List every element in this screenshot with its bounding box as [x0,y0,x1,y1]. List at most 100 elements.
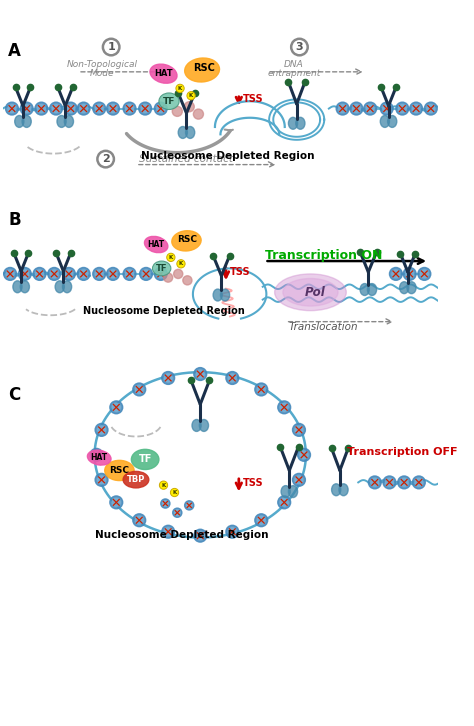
Text: TSS: TSS [229,267,250,277]
Text: entrapment: entrapment [267,69,320,78]
Circle shape [23,105,31,113]
Circle shape [52,105,60,113]
Circle shape [366,105,374,113]
Text: RSC: RSC [177,235,197,245]
Ellipse shape [296,118,305,129]
Circle shape [380,102,393,115]
Circle shape [186,502,192,508]
Circle shape [398,476,410,489]
Text: 2: 2 [102,154,109,164]
Circle shape [109,270,117,278]
Circle shape [418,267,431,280]
Text: TF: TF [163,97,175,106]
Circle shape [163,501,168,506]
Ellipse shape [64,115,73,127]
Circle shape [176,84,184,92]
Text: TBP: TBP [127,475,145,484]
Circle shape [193,109,203,119]
Circle shape [95,423,108,436]
Circle shape [173,508,182,518]
Circle shape [187,91,195,100]
Circle shape [383,476,396,489]
Circle shape [406,270,414,278]
Circle shape [155,102,167,115]
Circle shape [112,498,120,506]
Circle shape [142,270,150,278]
Circle shape [338,105,346,113]
Circle shape [161,499,170,508]
Circle shape [90,449,103,461]
Circle shape [300,451,308,459]
Circle shape [185,501,194,510]
Circle shape [48,267,61,280]
Circle shape [97,151,114,168]
Circle shape [98,476,106,484]
Text: Non-Topological: Non-Topological [66,60,137,69]
Circle shape [392,270,400,278]
Circle shape [383,105,391,113]
Ellipse shape [63,281,72,293]
Circle shape [110,496,123,509]
Ellipse shape [55,281,64,293]
Ellipse shape [200,420,209,431]
Circle shape [155,267,167,280]
Ellipse shape [105,460,134,481]
Text: RSC: RSC [109,466,129,475]
Text: K: K [189,93,193,98]
Circle shape [368,476,381,489]
Circle shape [139,102,152,115]
Ellipse shape [274,274,346,311]
Circle shape [95,270,103,278]
Circle shape [6,102,18,115]
Text: HAT: HAT [147,240,165,249]
Ellipse shape [13,281,22,293]
Circle shape [107,102,119,115]
Text: DNA: DNA [284,60,304,69]
Ellipse shape [150,64,177,83]
Circle shape [164,528,172,536]
Ellipse shape [22,115,31,127]
Ellipse shape [185,58,219,82]
Circle shape [67,105,75,113]
Circle shape [50,270,58,278]
Circle shape [403,267,416,280]
Circle shape [291,38,308,55]
Circle shape [164,374,172,382]
Circle shape [110,401,123,414]
Circle shape [170,489,179,497]
Ellipse shape [178,126,187,139]
Circle shape [95,105,103,113]
Circle shape [398,105,406,113]
Ellipse shape [407,282,416,293]
Circle shape [112,404,120,412]
Text: K: K [173,490,177,495]
Circle shape [385,478,393,486]
Circle shape [427,105,435,113]
Circle shape [173,269,183,279]
Circle shape [228,374,237,382]
Circle shape [396,102,409,115]
Circle shape [257,516,265,524]
Ellipse shape [283,279,338,306]
Text: K: K [161,483,165,488]
Circle shape [298,449,310,461]
Text: A: A [8,41,21,60]
Circle shape [194,367,207,380]
Text: TF: TF [138,454,152,465]
Text: 1: 1 [107,42,115,52]
Text: Pol: Pol [305,286,326,299]
Circle shape [6,270,14,278]
Circle shape [226,372,239,384]
Text: HAT: HAT [154,69,173,78]
Circle shape [36,270,44,278]
Ellipse shape [360,284,369,295]
Circle shape [123,267,136,280]
Circle shape [196,370,204,378]
Circle shape [174,510,180,515]
Text: TSS: TSS [243,94,263,105]
Ellipse shape [57,115,66,127]
Circle shape [424,102,437,115]
Text: Transcription OFF: Transcription OFF [347,447,458,457]
Text: Transcription ON: Transcription ON [264,249,382,262]
Circle shape [257,386,265,393]
